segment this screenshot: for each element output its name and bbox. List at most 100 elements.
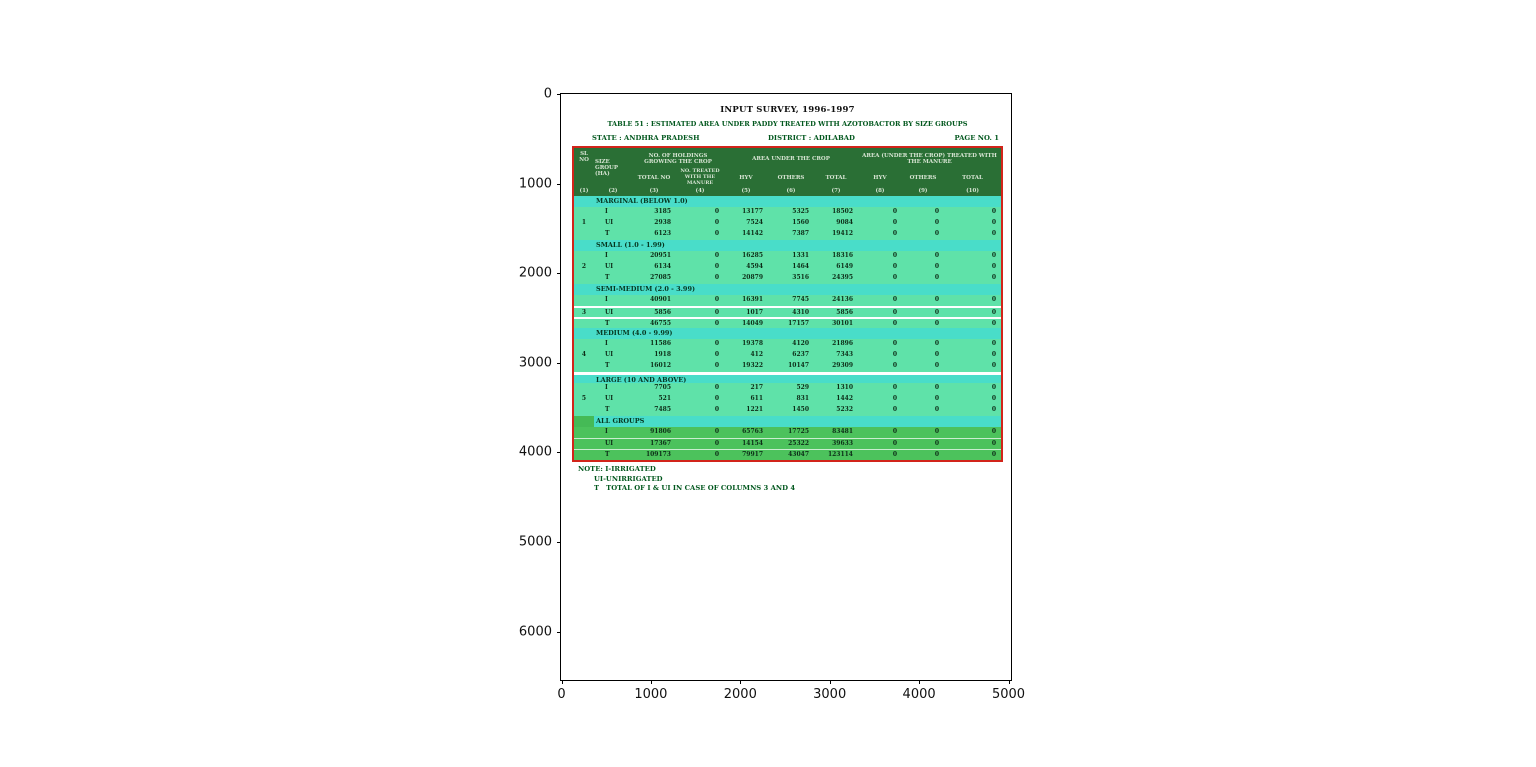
value-cell: 0 [991, 440, 996, 447]
value-cell: 16285 [742, 252, 763, 259]
value-cell: 5856 [654, 309, 671, 316]
value-cell: 0 [714, 440, 719, 447]
value-cell: 0 [892, 406, 897, 413]
irrigation-tag-cell: T [605, 406, 610, 413]
value-cell: 0 [991, 384, 996, 391]
header-sl-no: SL NO [579, 151, 589, 164]
header-total-no: TOTAL NO [637, 174, 671, 181]
value-cell: 1560 [792, 219, 809, 226]
y-tick-label: 6000 [518, 624, 552, 640]
x-tick-label: 0 [557, 687, 566, 702]
header-treated-total: TOTAL [962, 174, 983, 181]
document-meta-row: STATE : ANDHRA PRADESH DISTRICT : ADILAB… [572, 134, 1003, 144]
irrigation-tag-cell: T [605, 362, 610, 369]
sl-no-cell [574, 405, 594, 416]
table-row: I 11586 0 19378 4120 21896 0 0 0 [574, 339, 1001, 350]
y-tick-mark [557, 362, 561, 364]
value-cell: 30101 [832, 320, 853, 327]
value-cell: 17157 [788, 320, 809, 327]
irrigation-tag-cell: I [605, 428, 608, 435]
irrigation-tag-cell: T [605, 274, 610, 281]
sl-no-cell: 3 [581, 309, 587, 316]
value-cell: 0 [991, 252, 996, 259]
header-column-number: (6) [786, 188, 796, 194]
value-cell: 65763 [742, 428, 763, 435]
value-cell: 1464 [792, 263, 809, 270]
header-size-group: SIZE GROUP (HA) [594, 148, 632, 186]
table-row: UI 17367 0 14154 25322 39633 0 0 0 [574, 438, 1001, 449]
value-cell: 0 [714, 219, 719, 226]
value-cell: 91806 [650, 428, 671, 435]
header-column-number: (2) [608, 188, 618, 194]
size-group-band-corner [574, 328, 594, 339]
sl-no-cell [574, 207, 594, 218]
size-group-section: MEDIUM (4.0 - 9.99) I 11586 0 19378 4120 21896… [574, 328, 1001, 372]
x-tick-label: 4000 [902, 687, 936, 702]
value-cell: 5325 [792, 208, 809, 215]
value-cell: 0 [714, 208, 719, 215]
table-row: 1 UI 2938 0 7524 1560 9084 0 0 0 [574, 218, 1001, 229]
value-cell: 0 [714, 263, 719, 270]
sl-no-cell: 1 [581, 219, 587, 226]
value-cell: 7524 [746, 219, 763, 226]
value-cell: 0 [714, 252, 719, 259]
irrigation-tag-cell: T [605, 320, 610, 327]
value-cell: 0 [991, 340, 996, 347]
header-column-number: (9) [918, 188, 928, 194]
value-cell: 0 [991, 219, 996, 226]
value-cell: 0 [714, 384, 719, 391]
value-cell: 0 [934, 362, 939, 369]
value-cell: 0 [714, 428, 719, 435]
value-cell: 123114 [827, 451, 853, 458]
value-cell: 14049 [742, 320, 763, 327]
value-cell: 0 [991, 230, 996, 237]
value-cell: 46755 [650, 320, 671, 327]
value-cell: 0 [714, 340, 719, 347]
table-row: T 46755 0 14049 17157 30101 0 0 0 [574, 317, 1001, 328]
sl-no-cell [574, 229, 594, 240]
size-group-label: SMALL (1.0 - 1.99) [596, 241, 665, 249]
table-row: T 109173 0 79917 43047 123114 0 0 0 [574, 449, 1001, 460]
value-cell: 20951 [650, 252, 671, 259]
y-tick-mark [557, 94, 561, 95]
header-column-number: (4) [695, 188, 705, 194]
value-cell: 6149 [836, 263, 853, 270]
y-tick-label: 0 [543, 86, 552, 102]
sl-no-cell [574, 361, 594, 372]
value-cell: 16012 [650, 362, 671, 369]
irrigation-tag-cell: UI [605, 351, 614, 358]
value-cell: 1221 [746, 406, 763, 413]
value-cell: 29309 [832, 362, 853, 369]
value-cell: 0 [934, 340, 939, 347]
value-cell: 13177 [742, 208, 763, 215]
x-tick-label: 2000 [723, 687, 757, 702]
note-line: UI-UNIRRIGATED [594, 474, 663, 483]
table-row: I 91806 0 65763 17725 83481 0 0 0 [574, 427, 1001, 438]
irrigation-tag-cell: T [605, 451, 610, 458]
table-row: T 27085 0 20879 3516 24395 0 0 0 [574, 273, 1001, 284]
y-tick-label: 1000 [518, 176, 552, 192]
value-cell: 18316 [832, 252, 853, 259]
table-row: T 6123 0 14142 7387 19412 0 0 0 [574, 229, 1001, 240]
header-no-treated: NO. TREATED WITH THE MANURE [680, 168, 720, 186]
x-tick-mark [740, 680, 742, 684]
size-group-section: LARGE (10 AND ABOVE) I 7705 0 217 529 1310 0 0 0 5… [574, 372, 1001, 416]
header-area-hyv: HYV [739, 174, 753, 181]
sl-no-cell [574, 427, 594, 438]
value-cell: 0 [892, 208, 897, 215]
x-tick-mark [919, 680, 921, 684]
irrigation-tag-cell: I [605, 340, 608, 347]
y-tick-label: 5000 [518, 534, 552, 550]
value-cell: 0 [714, 296, 719, 303]
value-cell: 1442 [836, 395, 853, 402]
size-group-section: ALL GROUPS I 91806 0 65763 17725 83481 0 0 0 UI 173… [574, 416, 1001, 460]
header-column-number: (8) [875, 188, 885, 194]
value-cell: 0 [714, 351, 719, 358]
value-cell: 0 [892, 451, 897, 458]
value-cell: 19378 [742, 340, 763, 347]
district-label: DISTRICT : ADILABAD [768, 134, 855, 142]
value-cell: 1310 [836, 384, 853, 391]
value-cell: 0 [892, 219, 897, 226]
value-cell: 0 [892, 320, 897, 327]
value-cell: 83481 [832, 428, 853, 435]
